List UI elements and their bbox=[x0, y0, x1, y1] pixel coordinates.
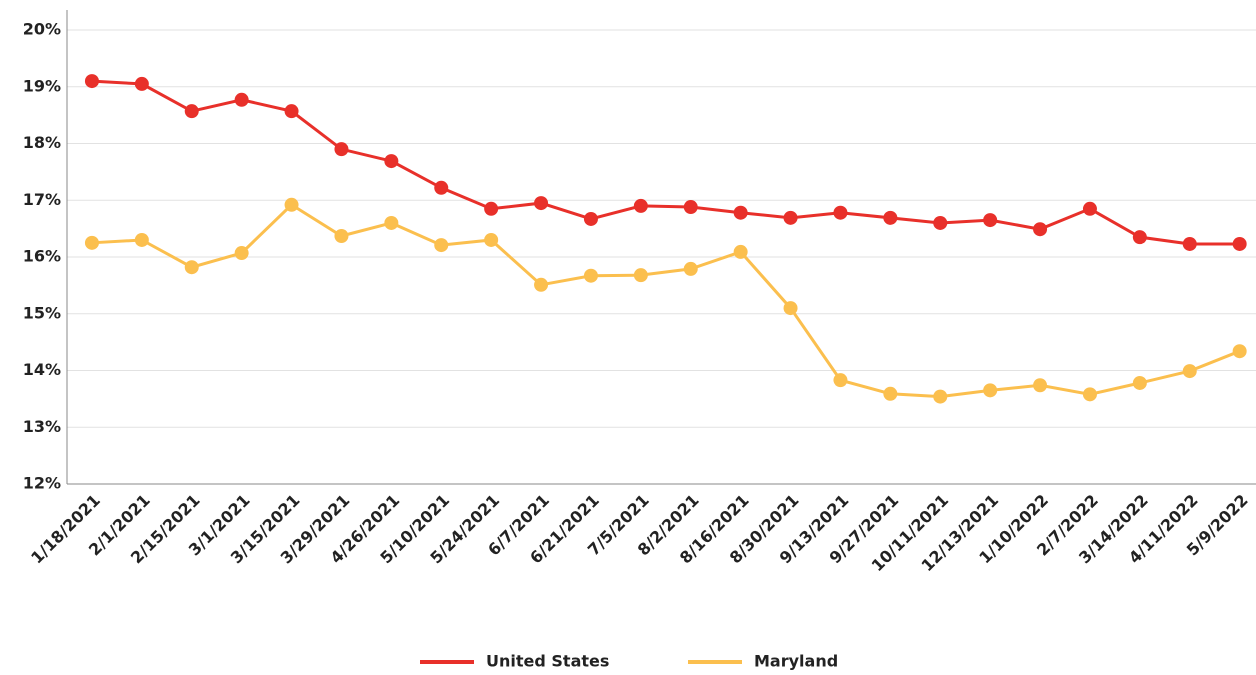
y-tick-label: 17% bbox=[23, 190, 61, 209]
point bbox=[234, 92, 249, 107]
point bbox=[733, 244, 748, 259]
point bbox=[783, 210, 798, 225]
point bbox=[384, 215, 399, 230]
y-tick-label: 14% bbox=[23, 360, 61, 379]
point bbox=[683, 200, 698, 215]
point bbox=[1033, 378, 1048, 393]
point bbox=[1132, 230, 1147, 245]
point bbox=[1182, 364, 1197, 379]
point bbox=[384, 154, 399, 169]
point bbox=[184, 104, 199, 119]
point bbox=[1182, 236, 1197, 251]
legend-label: Maryland bbox=[754, 652, 838, 671]
point bbox=[633, 268, 648, 283]
point bbox=[1082, 387, 1097, 402]
point bbox=[933, 215, 948, 230]
point bbox=[933, 389, 948, 404]
point bbox=[1082, 201, 1097, 216]
y-tick-label: 12% bbox=[23, 474, 61, 493]
point bbox=[733, 205, 748, 220]
y-tick-label: 19% bbox=[23, 76, 61, 95]
point bbox=[883, 386, 898, 401]
point bbox=[134, 76, 149, 91]
point bbox=[534, 196, 549, 211]
point bbox=[84, 235, 99, 250]
point bbox=[1232, 344, 1247, 359]
y-tick-label: 13% bbox=[23, 417, 61, 436]
point bbox=[184, 260, 199, 275]
point bbox=[1232, 236, 1247, 251]
legend-label: United States bbox=[486, 652, 609, 671]
x-tick-label: 1/18/2021 bbox=[27, 491, 104, 568]
point bbox=[983, 383, 998, 398]
point bbox=[583, 211, 598, 226]
y-tick-label: 16% bbox=[23, 247, 61, 266]
point bbox=[783, 301, 798, 316]
series-line bbox=[91, 79, 1240, 246]
point bbox=[284, 104, 299, 119]
point bbox=[234, 246, 249, 261]
point bbox=[334, 229, 349, 244]
point bbox=[833, 373, 848, 388]
point bbox=[833, 205, 848, 220]
y-tick-label: 18% bbox=[23, 133, 61, 152]
point bbox=[284, 197, 299, 212]
point bbox=[683, 261, 698, 276]
point bbox=[1132, 375, 1147, 390]
point bbox=[84, 74, 99, 89]
point bbox=[534, 277, 549, 292]
point bbox=[983, 213, 998, 228]
point bbox=[1033, 222, 1048, 237]
y-tick-label: 20% bbox=[23, 20, 61, 39]
y-tick-label: 15% bbox=[23, 303, 61, 322]
point bbox=[434, 238, 449, 253]
point bbox=[134, 232, 149, 247]
point bbox=[883, 210, 898, 225]
point bbox=[633, 198, 648, 213]
point bbox=[484, 201, 499, 216]
series-line bbox=[91, 202, 1241, 399]
point bbox=[334, 142, 349, 157]
point bbox=[583, 268, 598, 283]
point bbox=[484, 232, 499, 247]
point bbox=[434, 180, 449, 195]
